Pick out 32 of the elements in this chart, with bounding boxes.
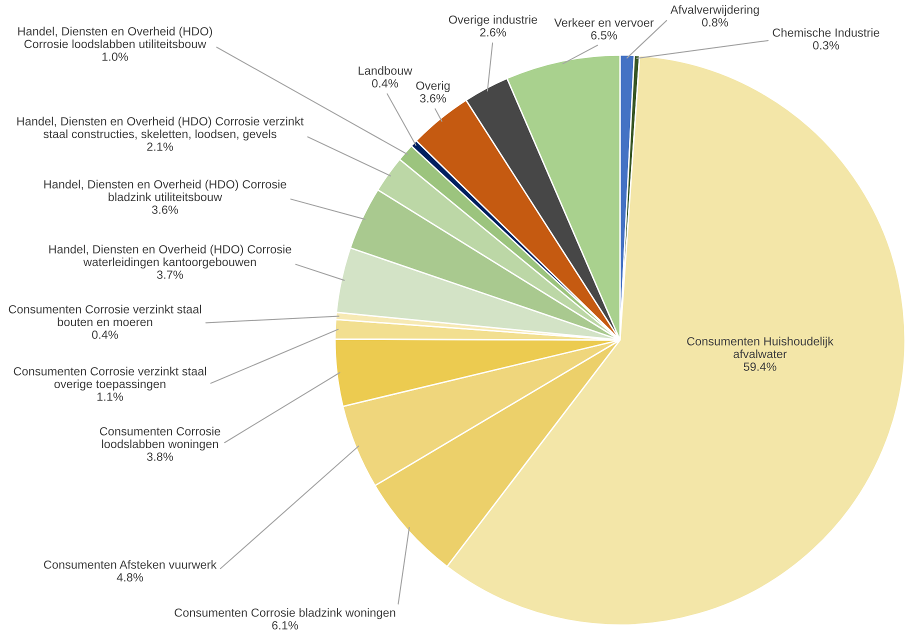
slice-label: Handel, Diensten en Overheid (HDO) Corrosie waterleidingen kantoorgebouwen (49, 244, 292, 268)
data-label: 1.0% (102, 52, 128, 61)
data-label: 3.8% (146, 452, 174, 461)
slice-label: Verkeer en vervoer (554, 18, 654, 27)
data-label: 3.6% (152, 206, 178, 214)
data-label: 2.1% (147, 142, 174, 151)
slice-label: Handel, Diensten en Overheid (HDO) Corrosie verzinkt staal constructies, skeletten, loodsen, gevels (17, 116, 304, 140)
slice-label: Consumenten Corrosie verzinkt staal overige toepassingen (14, 366, 206, 391)
data-label: 0.8% (702, 18, 728, 27)
data-label: 1.1% (97, 392, 124, 401)
data-label: 0.4% (372, 79, 398, 88)
slice-label: Chemische Industrie (772, 28, 880, 37)
slice-label: Consumenten Corrosie verzinkt staal bouten en moeren (8, 304, 201, 326)
slice-label: Handel, Diensten en Overheid (HDO) Corrosie loodslabben utiliteitsbouw (18, 26, 212, 48)
slice-label: Overig (416, 81, 450, 92)
slice-label: Consumenten Afsteken vuurwerk (44, 560, 217, 569)
slice-label: Landbouw (358, 66, 412, 75)
slice-label: Consumenten Corrosie loodslabben woningen (100, 426, 220, 451)
data-label: 3.7% (156, 270, 184, 279)
data-label: 3.6% (420, 94, 446, 103)
data-label: 2.6% (480, 28, 506, 37)
slice-label: Consumenten Corrosie bladzink woningen (174, 608, 396, 620)
data-label: 4.8% (116, 573, 144, 582)
slice-label: Overige industrie (448, 15, 538, 26)
data-label: 0.3% (813, 41, 840, 50)
data-label: 6.1% (272, 621, 298, 630)
data-label: 59.4% (744, 362, 776, 371)
data-label: 6.5% (591, 31, 618, 40)
data-label: 0.4% (92, 330, 118, 339)
slice-label: Afvalverwijdering (670, 5, 759, 16)
slice-label: Handel, Diensten en Overheid (HDO) Corrosie bladzink utiliteitsbouw (44, 180, 286, 202)
slice-label: Consumenten Huishoudelijk afvalwater (687, 336, 834, 358)
